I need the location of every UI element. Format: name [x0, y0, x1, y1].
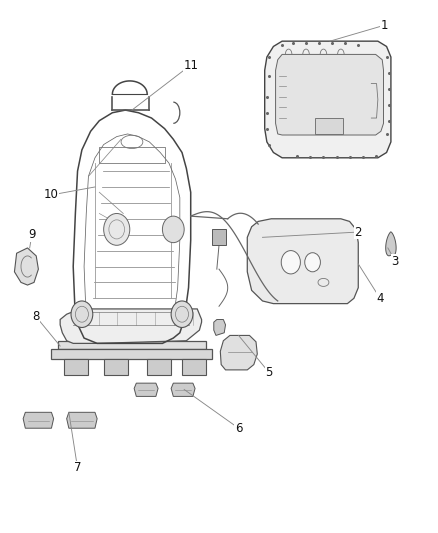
Polygon shape [60, 309, 201, 343]
Text: 2: 2 [354, 225, 362, 239]
Text: 10: 10 [44, 189, 59, 201]
Text: 5: 5 [265, 366, 273, 379]
Polygon shape [276, 54, 384, 135]
Polygon shape [23, 413, 53, 428]
Polygon shape [247, 219, 358, 304]
Text: 7: 7 [74, 462, 81, 474]
Circle shape [281, 251, 300, 274]
Bar [147, 359, 171, 375]
Text: 6: 6 [235, 422, 242, 435]
Polygon shape [386, 232, 396, 256]
Text: 4: 4 [376, 292, 384, 305]
Polygon shape [58, 341, 206, 349]
Polygon shape [171, 383, 195, 397]
Polygon shape [265, 41, 391, 158]
Polygon shape [214, 319, 226, 335]
Polygon shape [51, 349, 212, 359]
Circle shape [162, 216, 184, 243]
Text: 9: 9 [28, 228, 35, 241]
Bar [315, 118, 343, 134]
Circle shape [104, 214, 130, 245]
Bar [104, 359, 127, 375]
Circle shape [171, 301, 193, 327]
Polygon shape [14, 248, 39, 285]
Polygon shape [134, 383, 158, 397]
Text: 1: 1 [381, 19, 388, 32]
Text: 3: 3 [392, 255, 399, 268]
Bar [182, 359, 206, 375]
Circle shape [71, 301, 93, 327]
Circle shape [305, 253, 321, 272]
Polygon shape [220, 335, 257, 370]
Bar [64, 359, 88, 375]
Text: 8: 8 [32, 310, 40, 324]
Bar [212, 229, 226, 245]
Polygon shape [67, 413, 97, 428]
Text: 11: 11 [183, 59, 198, 71]
